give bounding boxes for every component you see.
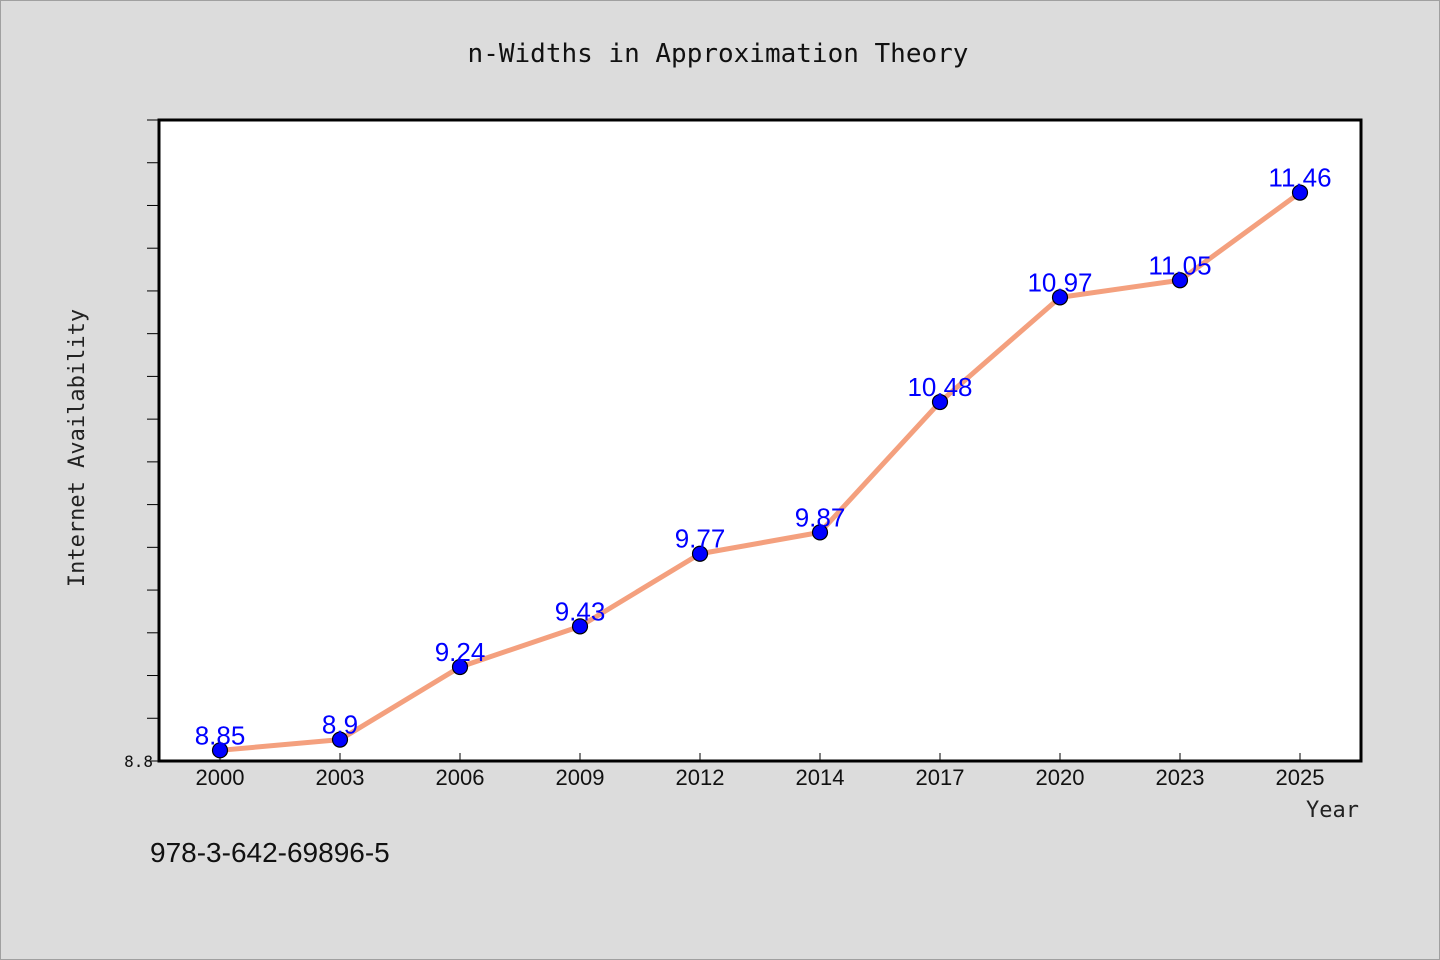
x-axis-ticks: 2000 2003 2006 2009 2012 2014 2017 2020 2023 2025 xyxy=(196,753,1325,790)
data-point xyxy=(1291,184,1309,201)
isbn-footer: 978-3-642-69896-5 xyxy=(150,837,390,868)
data-point xyxy=(331,731,349,748)
data-label: 8.9 xyxy=(322,710,358,740)
y-axis-ticks: 8.8 xyxy=(124,119,159,771)
data-point xyxy=(1051,289,1069,306)
data-label: 11.46 xyxy=(1268,163,1331,193)
series-markers xyxy=(211,184,1309,759)
data-point xyxy=(571,618,589,635)
data-point xyxy=(931,393,949,411)
data-labels: 8.85 8.9 9.24 9.43 9.77 9.87 10.48 10.97 11.05 11… xyxy=(195,163,1332,751)
x-tick-label: 2009 xyxy=(556,765,605,790)
x-tick-label: 2017 xyxy=(916,765,965,790)
data-label: 10.97 xyxy=(1027,267,1092,297)
data-label: 9.87 xyxy=(795,502,846,532)
series-line xyxy=(219,190,1302,753)
data-label: 9.24 xyxy=(435,637,486,667)
data-point xyxy=(451,658,469,676)
data-label: 10.48 xyxy=(907,372,972,402)
y-axis-label: Internet Availability xyxy=(65,309,90,587)
x-tick-label: 2000 xyxy=(196,765,245,790)
x-axis-label: Year xyxy=(1306,798,1359,823)
data-label: 9.43 xyxy=(555,596,606,626)
series-line-group xyxy=(219,190,1302,753)
x-tick-label: 2012 xyxy=(676,765,725,790)
data-point xyxy=(211,742,229,759)
x-tick-label: 2003 xyxy=(316,765,365,790)
chart-title: n-Widths in Approximation Theory xyxy=(468,39,969,69)
data-label: 9.77 xyxy=(675,524,726,554)
x-tick-label: 2014 xyxy=(796,765,845,790)
x-tick-label: 2006 xyxy=(436,765,485,790)
data-point xyxy=(1171,272,1189,289)
data-label: 11.05 xyxy=(1148,250,1211,280)
y-tick-label: 8.8 xyxy=(124,752,153,771)
x-tick-label: 2020 xyxy=(1036,765,1085,790)
plot-area xyxy=(157,118,1363,763)
x-tick-label: 2025 xyxy=(1276,765,1325,790)
data-point xyxy=(811,524,829,541)
x-tick-label: 2023 xyxy=(1156,765,1205,790)
data-label: 8.85 xyxy=(195,720,246,750)
data-point xyxy=(691,545,709,562)
